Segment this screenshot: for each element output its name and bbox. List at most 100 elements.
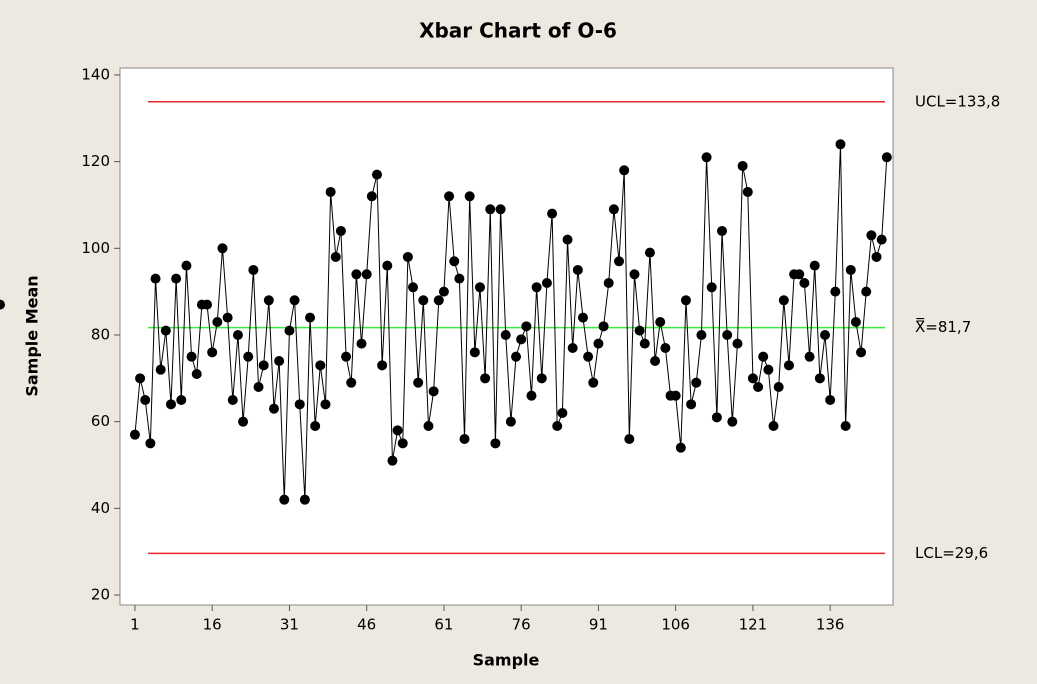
data-point xyxy=(572,264,583,275)
control-limit-label: UCL=133,8 xyxy=(915,92,1000,110)
x-axis-label: Sample xyxy=(473,651,540,670)
data-point xyxy=(346,377,357,388)
data-point xyxy=(737,160,748,171)
data-point xyxy=(567,342,578,353)
data-point xyxy=(814,373,825,384)
data-point xyxy=(763,364,774,375)
data-point xyxy=(634,325,645,336)
data-point xyxy=(871,251,882,262)
data-point xyxy=(670,390,681,401)
data-point xyxy=(619,165,630,176)
data-point xyxy=(428,386,439,397)
data-point xyxy=(835,139,846,150)
data-point xyxy=(536,373,547,384)
x-tick-label: 136 xyxy=(816,616,845,634)
data-point xyxy=(588,377,599,388)
data-point xyxy=(655,316,666,327)
data-point xyxy=(598,321,609,332)
data-point xyxy=(495,204,506,215)
data-point xyxy=(783,360,794,371)
data-point xyxy=(145,438,156,449)
data-point xyxy=(289,295,300,306)
data-point xyxy=(644,247,655,258)
x-tick-label: 106 xyxy=(661,616,690,634)
data-point xyxy=(438,286,449,297)
data-point xyxy=(140,394,151,405)
data-point xyxy=(305,312,316,323)
data-point xyxy=(243,351,254,362)
data-point xyxy=(330,251,341,262)
data-point xyxy=(876,234,887,245)
data-point xyxy=(191,368,202,379)
data-point xyxy=(753,381,764,392)
x-tick-label: 16 xyxy=(203,616,222,634)
y-tick-label: 100 xyxy=(81,239,110,257)
data-point xyxy=(490,438,501,449)
data-point xyxy=(639,338,650,349)
data-point xyxy=(232,329,243,340)
data-point xyxy=(727,416,738,427)
data-point xyxy=(335,225,346,236)
data-point xyxy=(706,282,717,293)
data-point xyxy=(387,455,398,466)
data-point xyxy=(207,347,218,358)
y-axis-label: Sample Mean xyxy=(23,275,42,396)
x-tick-label: 1 xyxy=(130,616,140,634)
data-point xyxy=(722,329,733,340)
data-point xyxy=(320,399,331,410)
data-point xyxy=(768,421,779,431)
data-point xyxy=(711,412,722,423)
x-tick-label: 46 xyxy=(357,616,376,634)
data-point xyxy=(351,269,362,280)
data-point xyxy=(778,295,789,306)
chart-title: Xbar Chart of O-6 xyxy=(419,19,617,43)
data-point xyxy=(356,338,367,349)
data-point xyxy=(238,416,249,427)
data-point xyxy=(747,373,758,384)
data-point xyxy=(248,264,259,275)
data-point xyxy=(0,299,5,310)
data-point xyxy=(840,421,851,431)
data-point xyxy=(531,282,542,293)
data-point xyxy=(480,373,491,384)
y-tick-label: 120 xyxy=(81,152,110,170)
data-point xyxy=(511,351,522,362)
data-point xyxy=(701,152,712,163)
y-tick-label: 140 xyxy=(81,65,110,83)
data-point xyxy=(382,260,393,271)
data-point xyxy=(402,251,413,262)
data-point xyxy=(423,421,434,431)
data-point xyxy=(413,377,424,388)
data-point xyxy=(675,442,686,453)
data-point xyxy=(866,230,877,241)
data-point xyxy=(861,286,872,297)
data-point xyxy=(650,355,661,366)
data-point xyxy=(202,299,213,310)
data-point xyxy=(294,399,305,410)
x-tick-label: 91 xyxy=(589,616,608,634)
data-point xyxy=(418,295,429,306)
data-point xyxy=(804,351,815,362)
data-point xyxy=(500,329,511,340)
data-point xyxy=(809,260,820,271)
data-point xyxy=(341,351,352,362)
data-point xyxy=(129,429,140,440)
x-tick-label: 61 xyxy=(434,616,453,634)
data-point xyxy=(717,225,728,236)
data-point xyxy=(433,295,444,306)
y-tick-label: 40 xyxy=(91,499,110,517)
data-point xyxy=(624,434,635,445)
data-point xyxy=(557,407,568,418)
data-point xyxy=(680,295,691,306)
data-point xyxy=(526,390,537,401)
x-tick-label: 31 xyxy=(280,616,299,634)
data-point xyxy=(583,351,594,362)
data-point xyxy=(212,316,223,327)
data-point xyxy=(577,312,588,323)
data-point xyxy=(268,403,279,414)
data-point xyxy=(459,434,470,445)
data-point xyxy=(614,256,625,267)
data-point xyxy=(825,394,836,405)
data-point xyxy=(794,269,805,280)
data-point xyxy=(227,394,238,405)
